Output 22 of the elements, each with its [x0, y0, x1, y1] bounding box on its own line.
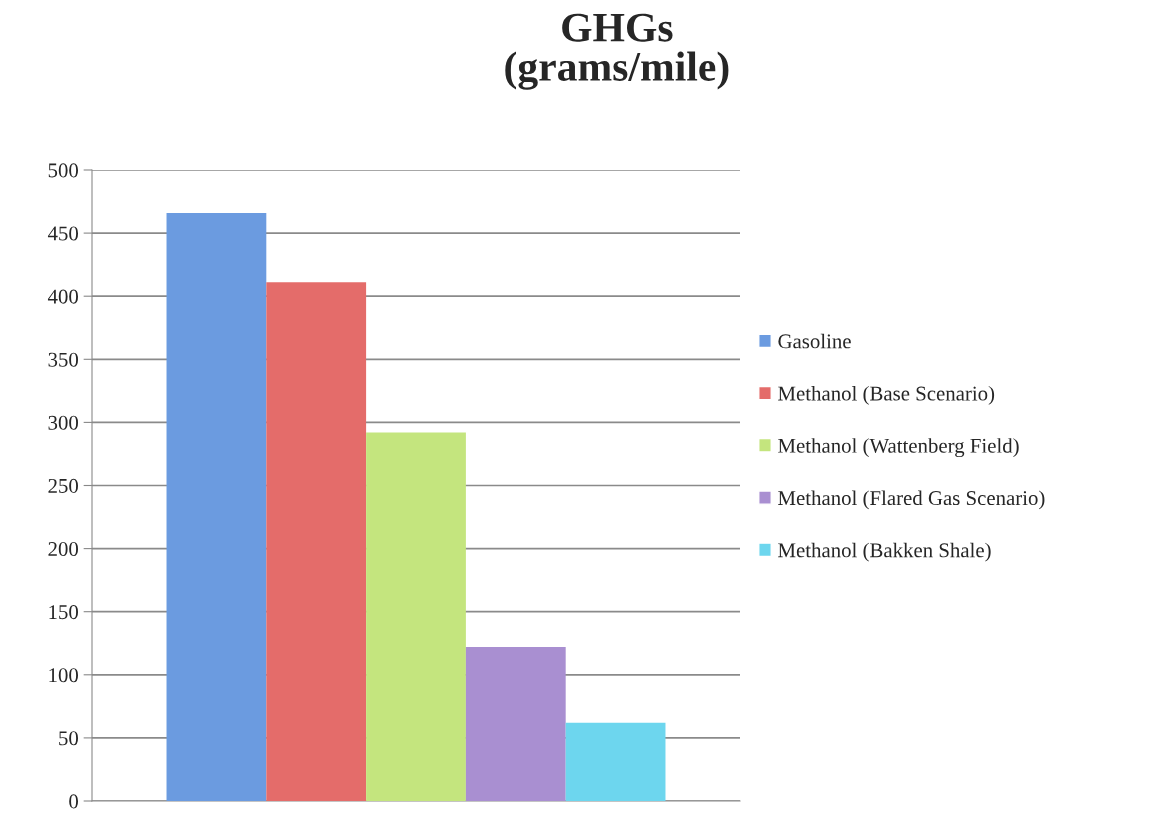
legend-label: Methanol (Flared Gas Scenario): [778, 490, 1045, 510]
y-tick-label: 300: [48, 415, 79, 430]
legend-label: Methanol (Base Scenario): [778, 385, 995, 405]
y-tick-label: 100: [49, 668, 79, 683]
legend-label: Gasoline: [778, 333, 851, 349]
y-tick-label: 50: [59, 731, 79, 746]
legend-label: Methanol (Bakken Shale): [778, 542, 991, 562]
bar: [266, 282, 367, 801]
y-tick-label: 500: [48, 163, 79, 178]
y-tick-label: 150: [49, 605, 79, 620]
legend-label: Methanol (Wattenberg Field): [778, 438, 1019, 458]
y-tick-label: 350: [48, 352, 79, 367]
bar: [565, 722, 666, 801]
bar: [366, 432, 466, 801]
bar: [465, 647, 566, 801]
chart-title: GHGs (grams/mile): [505, 13, 729, 90]
y-tick-label: 400: [47, 289, 79, 304]
y-tick-label: 450: [47, 226, 79, 241]
y-tick-label: 250: [48, 478, 79, 493]
y-tick-label: 200: [48, 541, 79, 557]
y-tick-label: 0: [69, 794, 79, 809]
bar: [166, 212, 267, 801]
